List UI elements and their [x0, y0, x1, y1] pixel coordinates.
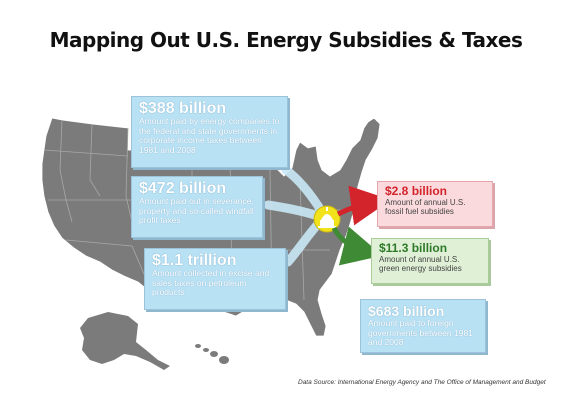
foreign-payment-amount: $683 billion	[368, 303, 445, 319]
foreign-payment-box: $683 billion Amount paid to foreign gove…	[360, 299, 486, 353]
data-source-note: Data Source: International Energy Agency…	[298, 379, 546, 386]
green-subsidy-description: Amount of annual U.S. green energy subsi…	[379, 255, 462, 274]
green-subsidy-arrow	[331, 226, 383, 266]
fossil-subsidy-arrow	[336, 185, 391, 226]
capitol-dome-icon	[313, 205, 341, 233]
corporate-tax-description: Amount paid by energy companies to the f…	[139, 116, 280, 155]
fossil-subsidy-description: Amount of annual U.S. fossil fuel subsid…	[385, 198, 466, 217]
fossil-subsidy-amount: $2.8 billion	[385, 184, 448, 198]
excise-tax-description: Amount collected in excise and sales tax…	[152, 268, 270, 298]
green-subsidy-box: $11.3 billion Amount of annual U.S. gree…	[371, 238, 489, 284]
excise-tax-box: $1.1 trillion Amount collected in excise…	[144, 248, 286, 310]
page-title: Mapping Out U.S. Energy Subsidies & Taxe…	[49, 28, 523, 52]
alaska-shape	[80, 312, 170, 370]
corporate-tax-box: $388 billion Amount paid by energy compa…	[131, 96, 288, 168]
excise-tax-amount: $1.1 trillion	[152, 252, 237, 269]
severance-tax-amount: $472 billion	[139, 180, 227, 197]
hawaii-shape	[195, 344, 229, 364]
severance-tax-box: $472 billion Amount paid out in severanc…	[131, 176, 263, 238]
fossil-subsidy-box: $2.8 billion Amount of annual U.S. fossi…	[377, 181, 493, 227]
foreign-payment-description: Amount paid to foreign governments betwe…	[368, 318, 473, 348]
severance-tax-description: Amount paid out in severance, property a…	[139, 196, 254, 226]
corporate-tax-amount: $388 billion	[139, 100, 227, 117]
green-subsidy-amount: $11.3 billion	[379, 241, 448, 255]
